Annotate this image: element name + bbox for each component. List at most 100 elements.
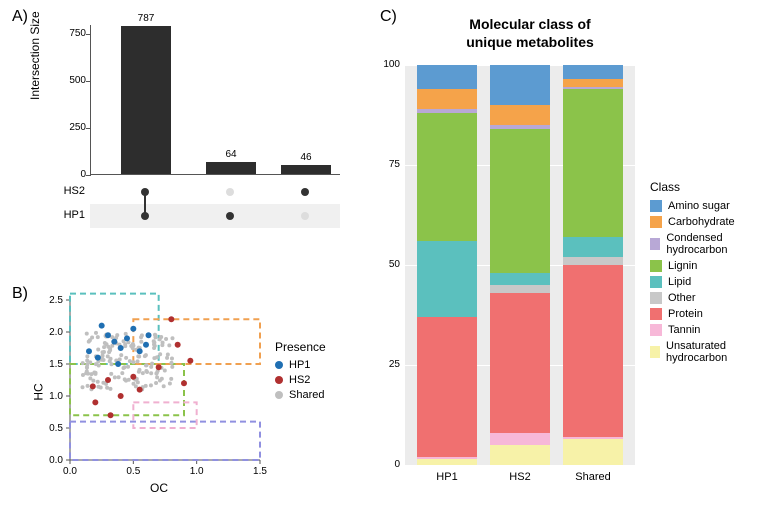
svg-text:2.5: 2.5	[49, 295, 63, 306]
panel-b-legend-item: HP1	[275, 359, 326, 371]
panel-c-legend-item: Protein	[650, 308, 770, 320]
panel-c-segment	[490, 293, 550, 433]
legend-swatch-icon	[650, 238, 660, 250]
panel-c-segment	[490, 285, 550, 293]
panel-a-ytick: 500	[56, 75, 86, 86]
svg-text:1.5: 1.5	[49, 359, 63, 370]
panel-c-segment	[563, 79, 623, 87]
panel-c-segment	[563, 237, 623, 257]
panel-b-legend-item: HS2	[275, 374, 326, 386]
panel-c-ytick: 0	[375, 459, 400, 470]
panel-b-xlabel: OC	[150, 481, 168, 495]
panel-c-segment	[490, 65, 550, 105]
panel-c-legend-item: Condensed hydrocarbon	[650, 232, 770, 256]
panel-c-ytick: 75	[375, 159, 400, 170]
panel-c-legend-item: Tannin	[650, 324, 770, 336]
legend-item-label: Unsaturated hydrocarbon	[666, 340, 770, 364]
legend-swatch-icon	[650, 346, 660, 358]
panel-a: Intersection Size 02505007507876446 HS2H…	[20, 10, 360, 260]
panel-c-segment	[490, 273, 550, 285]
panel-a-matrix-dot	[301, 212, 309, 220]
panel-c-ytick: 50	[375, 259, 400, 270]
panel-c-segment	[563, 89, 623, 237]
panel-c-bar	[490, 65, 550, 465]
legend-item-label: Shared	[289, 389, 324, 401]
panel-c-ytick: 25	[375, 359, 400, 370]
panel-c-legend-item: Carbohydrate	[650, 216, 770, 228]
panel-a-ytick: 750	[56, 28, 86, 39]
panel-c-segment	[417, 317, 477, 457]
panel-a-matrix-row-label: HS2	[50, 185, 85, 197]
svg-text:1.5: 1.5	[253, 466, 267, 477]
legend-item-label: HP1	[289, 359, 310, 371]
panel-c-legend-item: Other	[650, 292, 770, 304]
panel-b-legend-title: Presence	[275, 340, 326, 354]
panel-a-bar	[206, 162, 256, 174]
panel-a-bar	[121, 26, 171, 174]
panel-c-segment	[490, 433, 550, 445]
panel-c-segment	[417, 241, 477, 317]
panel-c-legend-item: Amino sugar	[650, 200, 770, 212]
panel-a-matrix-dot	[226, 188, 234, 196]
panel-c-segment	[417, 113, 477, 241]
panel-c-segment	[563, 257, 623, 265]
panel-c-plot: 0255075100HP1HS2Shared	[405, 65, 635, 465]
legend-swatch-icon	[275, 361, 283, 369]
legend-swatch-icon	[650, 216, 662, 228]
svg-text:0.0: 0.0	[63, 466, 77, 477]
legend-item-label: HS2	[289, 374, 310, 386]
panel-c-legend-item: Unsaturated hydrocarbon	[650, 340, 770, 364]
panel-c-segment	[563, 439, 623, 465]
legend-swatch-icon	[650, 292, 662, 304]
legend-item-label: Carbohydrate	[668, 216, 735, 228]
panel-a-matrix: HS2HP1	[90, 180, 340, 228]
panel-b-ylabel: HC	[32, 383, 46, 400]
panel-a-matrix-dot	[226, 212, 234, 220]
svg-text:0.0: 0.0	[49, 455, 63, 466]
legend-item-label: Protein	[668, 308, 703, 320]
panel-c-segment	[490, 129, 550, 273]
panel-a-ytick: 0	[56, 169, 86, 180]
panel-c-ytick: 100	[375, 59, 400, 70]
panel-c-segment	[417, 65, 477, 89]
legend-item-label: Tannin	[668, 324, 700, 336]
panel-a-matrix-row-label: HP1	[50, 209, 85, 221]
panel-b-legend-item: Shared	[275, 389, 326, 401]
panel-c-legend-title: Class	[650, 180, 770, 194]
panel-a-plot: 02505007507876446	[90, 25, 340, 175]
panel-a-ytick: 250	[56, 122, 86, 133]
panel-c-segment	[417, 459, 477, 465]
legend-swatch-icon	[650, 324, 662, 336]
panel-c-xcat: HP1	[417, 471, 477, 483]
legend-item-label: Other	[668, 292, 696, 304]
svg-text:0.5: 0.5	[49, 423, 63, 434]
legend-swatch-icon	[650, 276, 662, 288]
legend-swatch-icon	[650, 260, 662, 272]
panel-c: Molecular class ofunique metabolites 025…	[370, 10, 770, 500]
panel-a-matrix-row: HS2	[90, 180, 340, 204]
svg-text:1.0: 1.0	[190, 466, 204, 477]
panel-c-segment	[563, 65, 623, 79]
panel-b-plot: 0.00.51.01.50.00.51.01.52.02.5	[70, 300, 260, 460]
panel-a-matrix-dot	[301, 188, 309, 196]
panel-a-bar-label: 46	[281, 152, 331, 163]
panel-c-segment	[490, 105, 550, 125]
panel-c-bar	[417, 65, 477, 465]
panel-c-segment	[417, 89, 477, 109]
panel-c-legend-item: Lipid	[650, 276, 770, 288]
panel-b: HC 0.00.51.01.50.00.51.01.52.02.5 OC Pre…	[20, 290, 360, 500]
panel-c-legend: Class Amino sugar Carbohydrate Condensed h…	[650, 180, 770, 368]
panel-c-segment	[490, 445, 550, 465]
panel-b-legend: Presence HP1 HS2 Shared	[275, 340, 326, 404]
panel-c-title: Molecular class ofunique metabolites	[430, 15, 630, 51]
panel-a-ylabel: Intersection Size	[28, 11, 42, 100]
panel-c-bar	[563, 65, 623, 465]
legend-swatch-icon	[650, 308, 662, 320]
legend-item-label: Condensed hydrocarbon	[666, 232, 770, 256]
legend-swatch-icon	[650, 200, 662, 212]
panel-a-bar	[281, 165, 331, 174]
panel-c-xcat: HS2	[490, 471, 550, 483]
svg-text:2.0: 2.0	[49, 327, 63, 338]
panel-c-segment	[563, 265, 623, 437]
svg-text:1.0: 1.0	[49, 391, 63, 402]
